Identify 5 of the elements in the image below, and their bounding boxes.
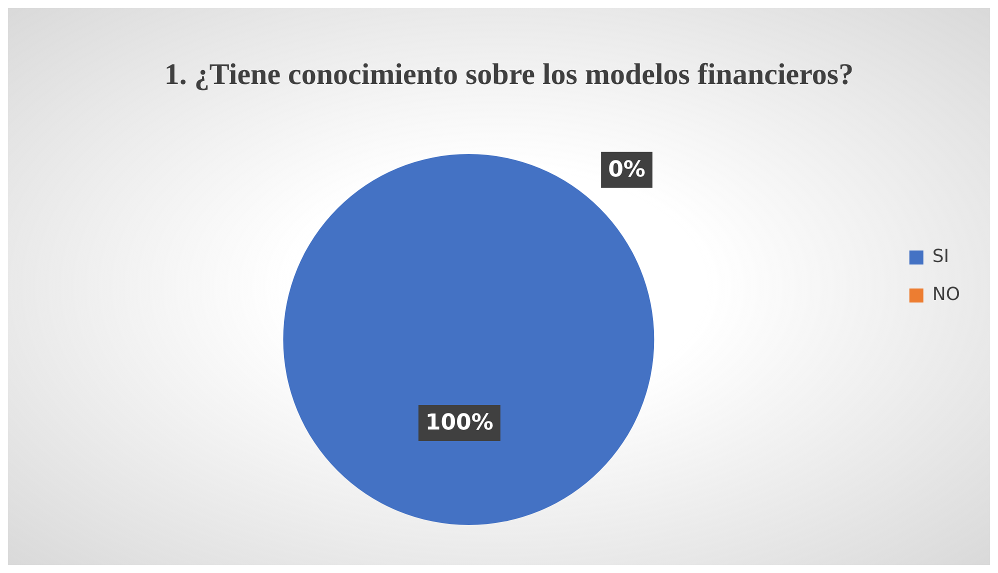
text: 0% xyxy=(608,158,646,183)
chart-title: 1. ¿Tiene conocimiento sobre los modelos financieros? xyxy=(164,58,854,91)
legend-label: NO xyxy=(932,284,960,306)
legend-label: SI xyxy=(932,246,950,268)
data-label: 100% xyxy=(425,410,494,436)
